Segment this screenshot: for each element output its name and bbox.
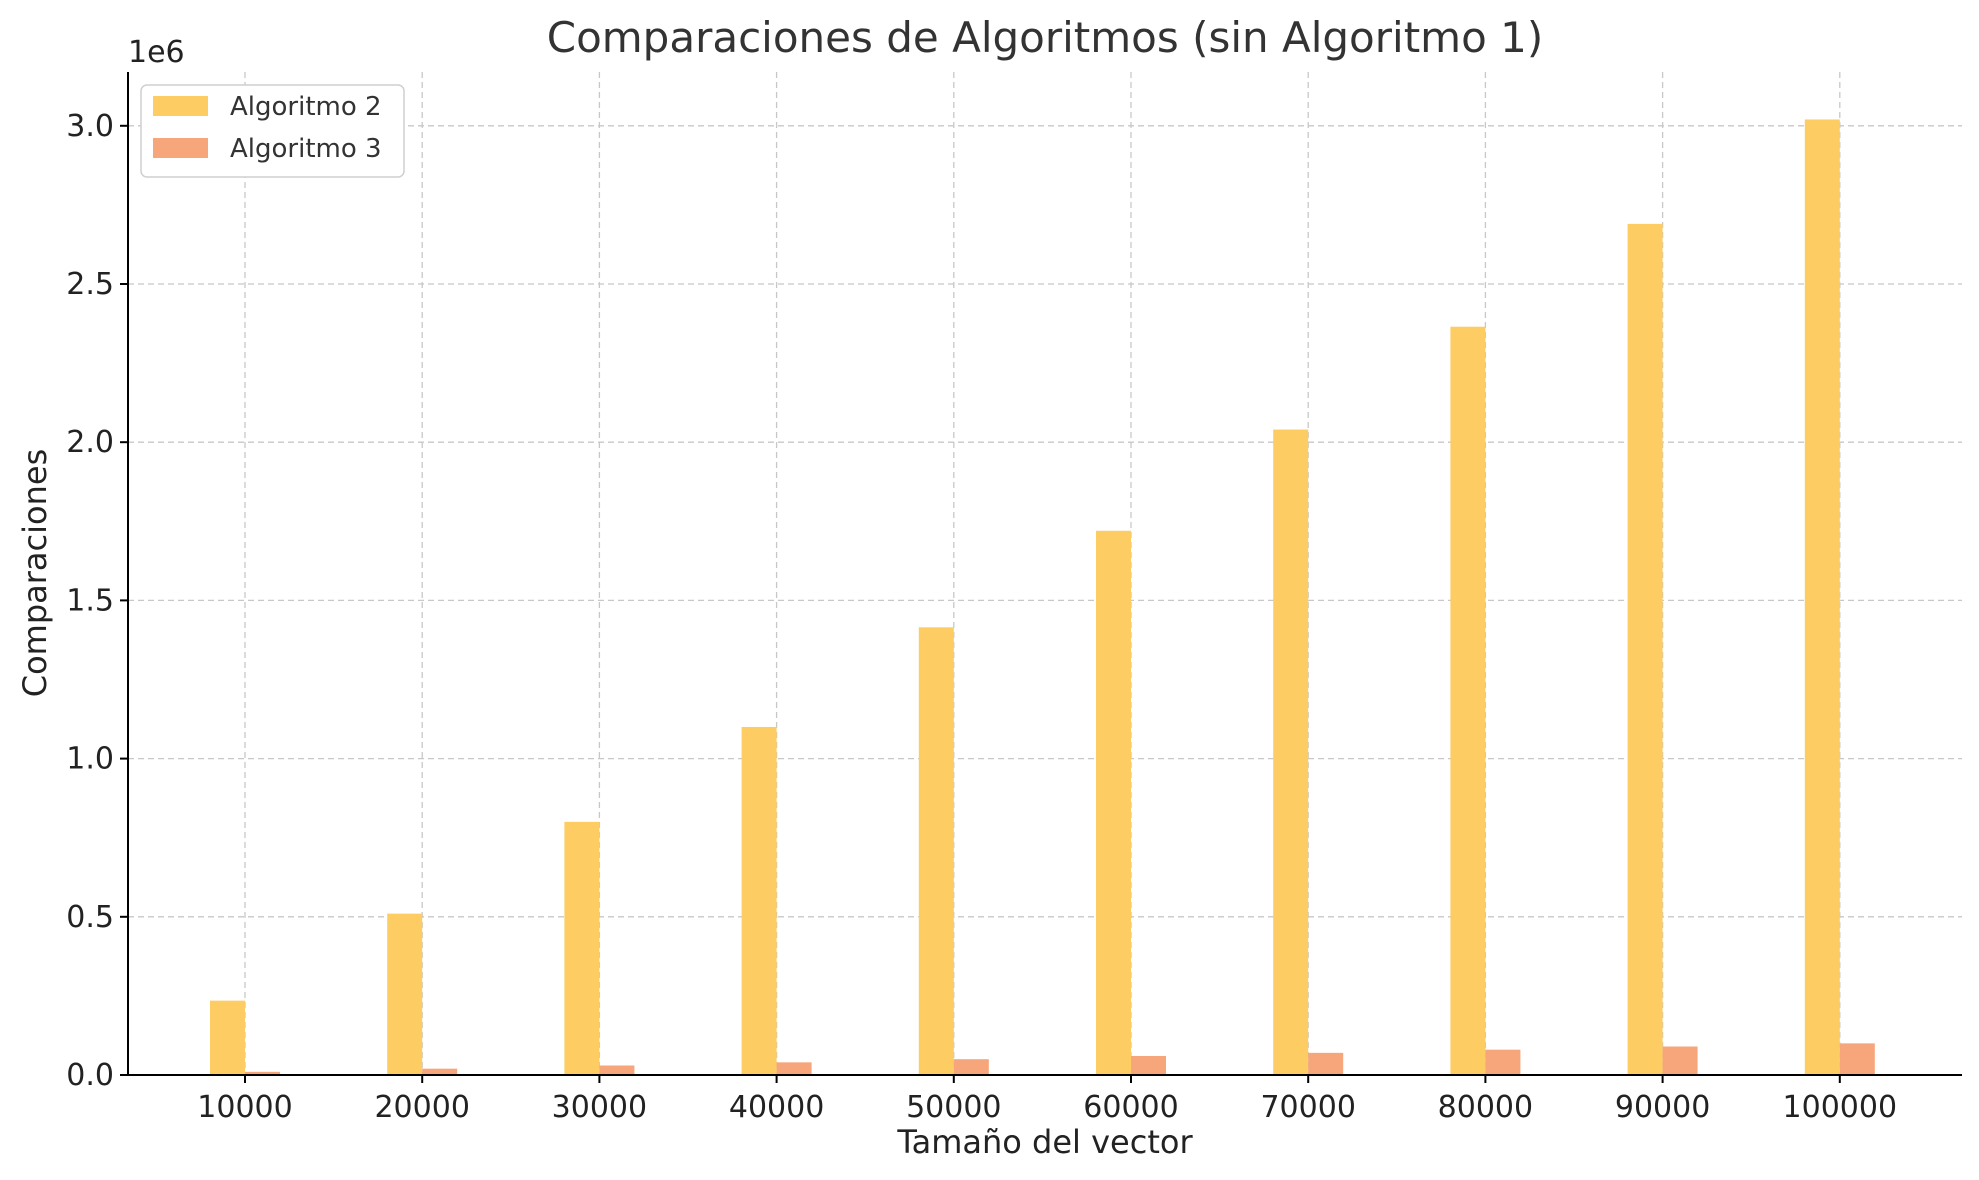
bar-algoritmo-3	[953, 1059, 989, 1075]
bar-algoritmo-3	[599, 1065, 635, 1075]
bar-algoritmo-3	[1485, 1049, 1521, 1075]
bar-algoritmo-2	[1273, 429, 1309, 1076]
bar-algoritmo-2	[1804, 119, 1840, 1075]
x-tick-label: 100000	[1783, 1090, 1898, 1125]
legend-swatch	[153, 96, 208, 116]
y-tick-label: 2.0	[66, 425, 114, 460]
bar-algoritmo-3	[776, 1062, 812, 1075]
y-tick-label: 1.0	[66, 742, 114, 777]
x-tick-label: 80000	[1438, 1090, 1533, 1125]
bar-algoritmo-2	[1450, 326, 1486, 1075]
bar-algoritmo-2	[564, 821, 600, 1075]
chart-title: Comparaciones de Algoritmos (sin Algorit…	[547, 13, 1543, 62]
bar-algoritmo-2	[387, 913, 423, 1075]
bar-algoritmo-2	[1627, 223, 1663, 1076]
y-axis-label: Comparaciones	[16, 449, 54, 697]
x-tick-label: 60000	[1083, 1090, 1178, 1125]
x-tick-label: 20000	[374, 1090, 469, 1125]
x-tick-label: 50000	[906, 1090, 1001, 1125]
bar-layer	[210, 119, 1875, 1076]
bar-algoritmo-3	[1839, 1043, 1875, 1075]
legend-label: Algoritmo 2	[230, 92, 382, 122]
y-tick-label: 2.5	[66, 267, 114, 302]
y-tick-label: 0.0	[66, 1058, 114, 1093]
bar-algoritmo-3	[245, 1071, 280, 1075]
bar-algoritmo-2	[741, 726, 777, 1075]
y-tick-label: 3.0	[66, 109, 114, 144]
legend: Algoritmo 2 Algoritmo 3	[140, 84, 405, 178]
legend-label: Algoritmo 3	[230, 134, 382, 164]
x-tick-label: 40000	[729, 1090, 824, 1125]
x-tick-label: 30000	[552, 1090, 647, 1125]
bar-algoritmo-3	[1131, 1056, 1166, 1075]
legend-swatch	[153, 138, 208, 158]
y-axis-offset-label: 1e6	[128, 35, 185, 70]
bar-algoritmo-2	[918, 627, 954, 1075]
y-tick-label: 1.5	[66, 583, 114, 618]
x-tick-label: 90000	[1615, 1090, 1710, 1125]
bar-algoritmo-3	[422, 1068, 458, 1075]
axis-layer	[127, 72, 1962, 1076]
tick-layer: 0.0 0.5 1.0 1.5 2.0 2.5 3.0 10000 20000 30000 4000…	[66, 109, 1897, 1125]
bar-algoritmo-3	[1662, 1046, 1698, 1075]
bar-algoritmo-2	[210, 1000, 245, 1075]
bar-algoritmo-3	[1308, 1052, 1344, 1075]
x-tick-label: 10000	[197, 1090, 292, 1125]
x-tick-label: 70000	[1260, 1090, 1355, 1125]
x-axis-label: Tamaño del vector	[896, 1123, 1193, 1161]
y-tick-label: 0.5	[66, 900, 114, 935]
bar-algoritmo-2	[1096, 530, 1131, 1075]
